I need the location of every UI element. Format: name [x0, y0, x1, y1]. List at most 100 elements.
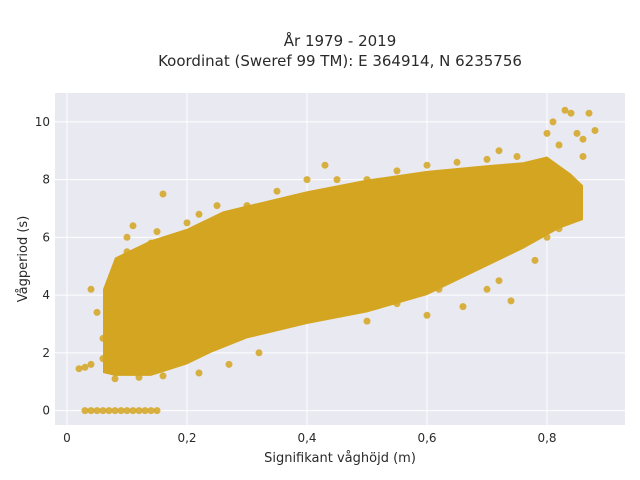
scatter-point [507, 297, 515, 305]
scatter-point [183, 332, 191, 339]
scatter-point [99, 407, 107, 415]
scatter-point [273, 291, 281, 299]
scatter-point [117, 407, 125, 415]
scatter-point [273, 187, 281, 195]
scatter-point [153, 407, 161, 415]
scatter-point [123, 248, 131, 256]
scatter-point [513, 153, 521, 160]
scatter-point [159, 372, 167, 380]
scatter-point [123, 407, 131, 415]
scatter-point [99, 355, 107, 363]
scatter-point [321, 161, 329, 169]
scatter-point [117, 268, 125, 276]
y-axis-ticks: 0 2 4 6 8 10 [35, 115, 50, 418]
chart-title-line-1: År 1979 - 2019 [284, 31, 397, 50]
scatter-point [171, 343, 179, 351]
scatter-point [213, 202, 221, 210]
scatter-point [363, 317, 371, 325]
scatter-point [555, 141, 563, 149]
scatter-point [279, 248, 287, 256]
chart-title-line-2: Koordinat (Sweref 99 TM): E 364914, N 62… [158, 52, 522, 70]
scatter-point [591, 127, 599, 134]
scatter-point [471, 170, 479, 178]
scatter-point [543, 233, 551, 241]
scatter-dense-region [115, 156, 583, 376]
scatter-point [93, 308, 101, 316]
scatter-point [93, 407, 101, 415]
scatter-point [159, 190, 167, 198]
scatter-point [111, 375, 119, 383]
x-tick-label: 0 [63, 431, 71, 445]
scatter-point [255, 349, 263, 357]
scatter-point [543, 129, 551, 137]
scatter-point [171, 242, 179, 250]
scatter-point [555, 225, 563, 233]
scatter-point [399, 262, 407, 270]
scatter-point [351, 245, 359, 253]
scatter-point [561, 106, 569, 114]
scatter-point [507, 170, 515, 178]
scatter-point [195, 369, 203, 377]
scatter-point [585, 109, 593, 117]
scatter-point [213, 314, 221, 322]
y-tick-label: 4 [42, 288, 50, 302]
scatter-point [159, 320, 167, 328]
scatter-point [147, 239, 155, 247]
scatter-point [423, 311, 431, 319]
scatter-point [375, 285, 383, 293]
scatter-point [531, 256, 539, 264]
scatter-point [333, 274, 341, 282]
scatter-point [579, 135, 587, 143]
x-tick-label: 0,4 [297, 431, 316, 445]
scatter-point [573, 129, 581, 137]
scatter-point [243, 202, 251, 210]
scatter-point [333, 176, 341, 184]
scatter-point [135, 360, 143, 368]
scatter-point [135, 407, 143, 415]
scatter-point [129, 407, 137, 415]
x-tick-label: 0,6 [417, 431, 436, 445]
y-tick-label: 0 [42, 404, 50, 418]
scatter-point [327, 228, 335, 236]
scatter-point [459, 303, 467, 311]
scatter-point [153, 228, 161, 236]
scatter-point [255, 225, 263, 233]
scatter-point [549, 118, 557, 126]
scatter-point [483, 155, 491, 163]
scatter-point [195, 210, 203, 218]
scatter-point [135, 262, 143, 270]
scatter-point [75, 365, 83, 373]
scatter-point [423, 233, 431, 241]
y-tick-label: 6 [42, 230, 50, 244]
y-tick-label: 10 [35, 115, 50, 129]
scatter-point [495, 277, 503, 285]
y-tick-label: 8 [42, 173, 50, 187]
scatter-point [87, 360, 95, 368]
scatter-point [567, 109, 575, 117]
scatter-point [495, 190, 503, 198]
scatter-point [141, 407, 149, 415]
scatter-point [231, 262, 239, 270]
scatter-point [105, 314, 113, 322]
scatter-point [231, 233, 239, 241]
x-tick-label: 0,2 [177, 431, 196, 445]
scatter-point [147, 407, 155, 415]
scatter-point [579, 153, 587, 160]
scatter-point [225, 360, 233, 368]
scatter-point [87, 285, 95, 293]
scatter-point [393, 167, 401, 175]
scatter-point [105, 407, 113, 415]
scatter-point [423, 161, 431, 169]
scatter-point [435, 285, 443, 293]
scatter-point [567, 190, 575, 198]
scatter-point [303, 196, 311, 204]
scatter-point [531, 179, 539, 186]
scatter-point [183, 306, 191, 313]
scatter-points [75, 106, 599, 415]
scatter-point [81, 407, 89, 415]
y-axis-label: Vågperiod (s) [16, 216, 31, 303]
scatter-point [303, 280, 311, 287]
scatter-point [87, 407, 95, 415]
x-tick-label: 0,8 [537, 431, 556, 445]
